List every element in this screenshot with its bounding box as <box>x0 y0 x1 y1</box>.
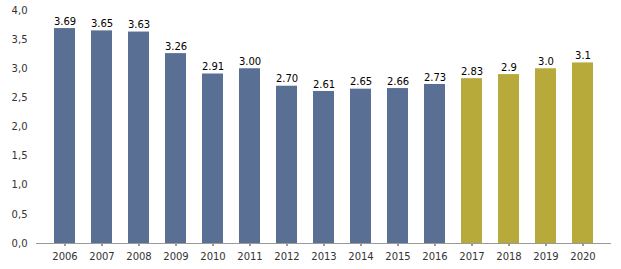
svg-text:2.65: 2.65 <box>350 76 372 87</box>
svg-text:3.00: 3.00 <box>239 56 261 67</box>
svg-text:2013: 2013 <box>311 251 336 262</box>
svg-text:2.91: 2.91 <box>202 61 224 72</box>
svg-text:2.61: 2.61 <box>313 79 335 90</box>
svg-text:3.0: 3.0 <box>538 56 554 67</box>
svg-text:2007: 2007 <box>89 251 114 262</box>
svg-text:2.66: 2.66 <box>387 76 409 87</box>
svg-text:2014: 2014 <box>348 251 373 262</box>
svg-text:3,0: 3,0 <box>12 63 28 74</box>
svg-text:2016: 2016 <box>422 251 447 262</box>
svg-text:2.73: 2.73 <box>424 72 446 83</box>
svg-text:3.69: 3.69 <box>54 16 76 27</box>
svg-text:0,0: 0,0 <box>12 238 28 249</box>
svg-text:3.65: 3.65 <box>91 18 113 29</box>
svg-text:2010: 2010 <box>200 251 225 262</box>
svg-text:2.9: 2.9 <box>501 62 517 73</box>
svg-text:2006: 2006 <box>52 251 77 262</box>
svg-text:2,5: 2,5 <box>12 92 28 103</box>
svg-text:2008: 2008 <box>126 251 151 262</box>
svg-text:3.1: 3.1 <box>575 50 591 61</box>
svg-text:3.26: 3.26 <box>165 41 187 52</box>
svg-text:2018: 2018 <box>496 251 521 262</box>
svg-text:1,5: 1,5 <box>12 150 28 161</box>
svg-text:2019: 2019 <box>533 251 558 262</box>
svg-text:2.83: 2.83 <box>461 66 483 77</box>
svg-text:2020: 2020 <box>570 251 595 262</box>
svg-text:2011: 2011 <box>237 251 262 262</box>
svg-text:3.63: 3.63 <box>128 19 150 30</box>
svg-text:2012: 2012 <box>274 251 299 262</box>
svg-text:2017: 2017 <box>459 251 484 262</box>
svg-text:2.70: 2.70 <box>276 73 298 84</box>
svg-text:3,5: 3,5 <box>12 34 28 45</box>
svg-text:4,0: 4,0 <box>12 5 28 16</box>
svg-text:2009: 2009 <box>163 251 188 262</box>
svg-text:0,5: 0,5 <box>12 209 28 220</box>
svg-text:2,0: 2,0 <box>12 121 28 132</box>
svg-text:1,0: 1,0 <box>12 179 28 190</box>
svg-text:2015: 2015 <box>385 251 410 262</box>
